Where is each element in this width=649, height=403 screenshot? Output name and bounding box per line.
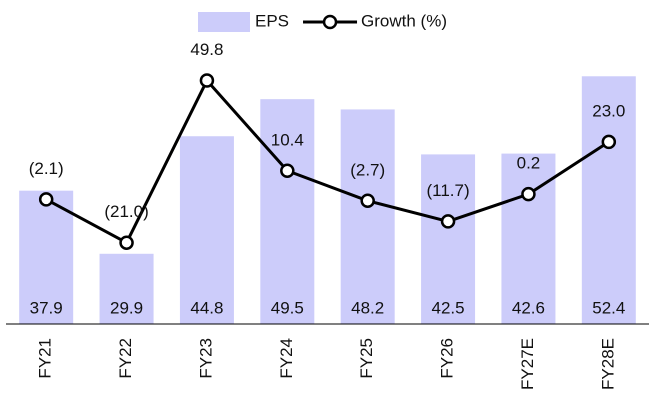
legend-label: Growth (%) [361, 11, 447, 30]
bar [421, 154, 476, 324]
bar-value-label: 44.8 [190, 298, 223, 317]
growth-marker [360, 193, 375, 209]
growth-value-label: (11.7) [426, 181, 469, 200]
growth-marker [521, 186, 536, 202]
x-tick-label: FY22 [116, 338, 135, 379]
growth-value-label: (2.1) [29, 159, 64, 178]
growth-value-label: 23.0 [592, 101, 625, 120]
growth-value-label: 49.8 [190, 40, 223, 59]
bar [581, 76, 636, 325]
legend-swatch [198, 12, 250, 32]
bar-value-label: 42.6 [512, 298, 545, 317]
x-tick-label: FY28E [598, 338, 617, 390]
bar-value-label: 48.2 [351, 298, 384, 317]
x-tick-label: FY23 [196, 338, 215, 379]
bar-value-label: 52.4 [592, 298, 625, 317]
bar [260, 99, 315, 325]
x-tick-label: FY24 [277, 338, 296, 379]
growth-marker [440, 214, 456, 229]
bar [179, 136, 234, 324]
growth-marker [38, 192, 54, 207]
x-tick-label: FY21 [36, 338, 55, 379]
growth-marker [280, 163, 295, 179]
growth-value-label: (2.7) [350, 160, 385, 179]
bar-value-label: 49.5 [271, 298, 304, 317]
bar [340, 109, 395, 324]
growth-line [45, 77, 610, 245]
bar-value-label: 37.9 [30, 298, 63, 317]
x-tick-label: FY25 [357, 338, 376, 379]
bar-value-label: 29.9 [110, 298, 143, 317]
bar-value-label: 42.5 [432, 298, 465, 317]
growth-value-label: (21.0) [104, 202, 148, 221]
x-tick-label: FY26 [438, 338, 457, 379]
growth-marker [601, 134, 617, 150]
legend-marker [322, 14, 338, 30]
bar [19, 190, 74, 324]
growth-value-label: 0.2 [517, 154, 541, 173]
x-tick-label: FY27E [518, 338, 537, 390]
legend-label: EPS [255, 11, 289, 30]
growth-marker [119, 235, 134, 250]
growth-value-label: 10.4 [271, 130, 304, 149]
bar [99, 253, 154, 324]
growth-marker [199, 73, 215, 88]
